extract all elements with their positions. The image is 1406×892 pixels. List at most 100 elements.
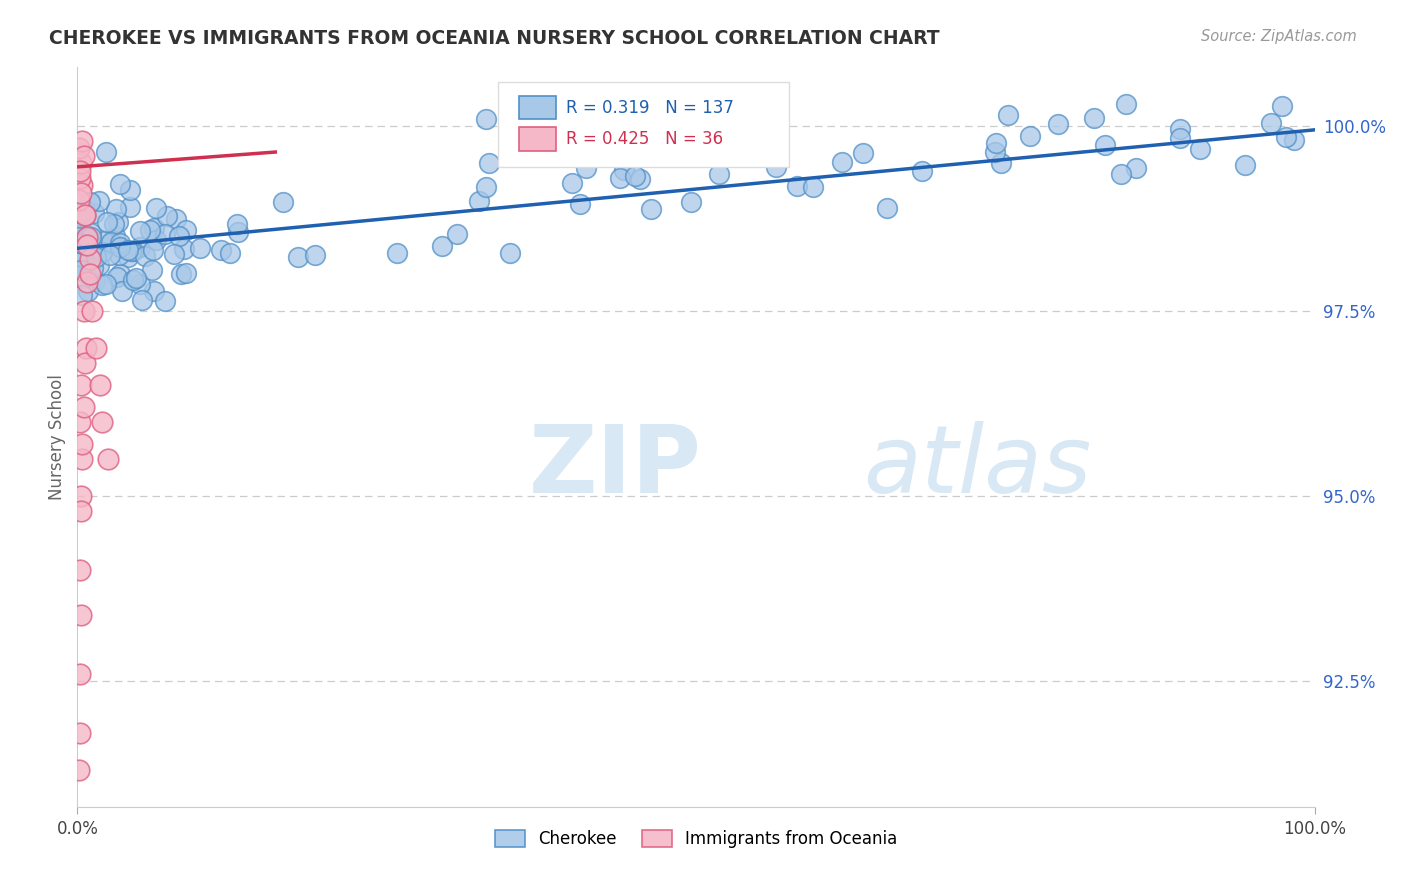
Point	[87, 194, 110, 209]
Point	[67, 222, 90, 236]
Point	[786, 178, 808, 193]
Point	[640, 202, 662, 216]
Point	[167, 228, 190, 243]
Point	[120, 244, 142, 258]
Point	[609, 171, 631, 186]
Point	[77, 240, 100, 254]
Point	[70, 186, 93, 200]
Point	[67, 236, 90, 251]
Point	[82, 304, 104, 318]
Point	[304, 248, 326, 262]
Point	[271, 195, 294, 210]
Point	[188, 241, 211, 255]
Point	[72, 178, 94, 193]
Point	[72, 437, 94, 451]
Point	[467, 194, 489, 208]
Point	[129, 240, 152, 254]
Point	[430, 239, 453, 253]
Point	[226, 225, 249, 239]
Point	[1094, 138, 1116, 153]
Point	[997, 108, 1019, 122]
Point	[73, 231, 96, 245]
Point	[72, 236, 94, 251]
Point	[75, 248, 97, 262]
Point	[69, 246, 91, 260]
Point	[90, 245, 112, 260]
Point	[72, 452, 94, 467]
Point	[69, 667, 91, 681]
Point	[69, 253, 91, 268]
Point	[156, 209, 179, 223]
Point	[142, 284, 165, 298]
Point	[1109, 167, 1132, 181]
Point	[108, 248, 131, 262]
Bar	[519, 95, 557, 120]
Point	[70, 156, 93, 170]
Text: Source: ZipAtlas.com: Source: ZipAtlas.com	[1201, 29, 1357, 44]
Point	[619, 105, 641, 120]
Point	[117, 243, 139, 257]
Point	[707, 167, 730, 181]
Point	[831, 155, 853, 169]
Point	[108, 235, 131, 250]
Point	[129, 277, 152, 292]
Point	[72, 271, 94, 285]
Point	[89, 258, 111, 272]
Point	[131, 293, 153, 307]
Point	[219, 245, 242, 260]
Point	[103, 217, 125, 231]
Point	[82, 260, 104, 275]
Point	[80, 230, 103, 244]
Point	[84, 251, 107, 265]
Point	[70, 607, 93, 622]
Text: CHEROKEE VS IMMIGRANTS FROM OCEANIA NURSERY SCHOOL CORRELATION CHART: CHEROKEE VS IMMIGRANTS FROM OCEANIA NURS…	[49, 29, 939, 47]
Point	[120, 201, 142, 215]
Point	[72, 401, 94, 415]
Point	[986, 136, 1008, 150]
Point	[72, 304, 94, 318]
Point	[94, 145, 117, 159]
Point	[1282, 133, 1305, 147]
Point	[70, 288, 93, 302]
Point	[1260, 116, 1282, 130]
Point	[73, 208, 96, 222]
Point	[69, 563, 91, 577]
Point	[108, 268, 131, 282]
Point	[163, 247, 186, 261]
Point	[983, 145, 1005, 159]
Point	[105, 202, 128, 216]
Point	[73, 264, 96, 278]
Point	[73, 202, 96, 217]
Point	[911, 164, 934, 178]
Point	[79, 194, 101, 209]
Point	[84, 341, 107, 355]
Point	[110, 240, 132, 254]
Point	[69, 726, 91, 740]
Point	[499, 246, 522, 260]
Point	[108, 178, 131, 192]
Point	[155, 293, 177, 308]
Text: ZIP: ZIP	[529, 421, 702, 513]
Point	[69, 163, 91, 178]
Point	[1271, 99, 1294, 113]
Point	[93, 235, 115, 249]
Point	[72, 149, 94, 163]
Point	[1274, 129, 1296, 144]
Point	[1125, 161, 1147, 175]
Point	[91, 277, 114, 292]
Point	[801, 180, 824, 194]
Point	[143, 220, 166, 235]
Point	[83, 245, 105, 260]
Point	[70, 224, 93, 238]
Point	[876, 201, 898, 215]
Text: atlas: atlas	[863, 421, 1091, 512]
Point	[1115, 97, 1137, 112]
Point	[128, 224, 150, 238]
Point	[67, 193, 90, 207]
Point	[145, 233, 167, 247]
Y-axis label: Nursery School: Nursery School	[48, 374, 66, 500]
Point	[72, 134, 94, 148]
Point	[96, 277, 118, 291]
Point	[100, 235, 122, 250]
Point	[69, 246, 91, 260]
